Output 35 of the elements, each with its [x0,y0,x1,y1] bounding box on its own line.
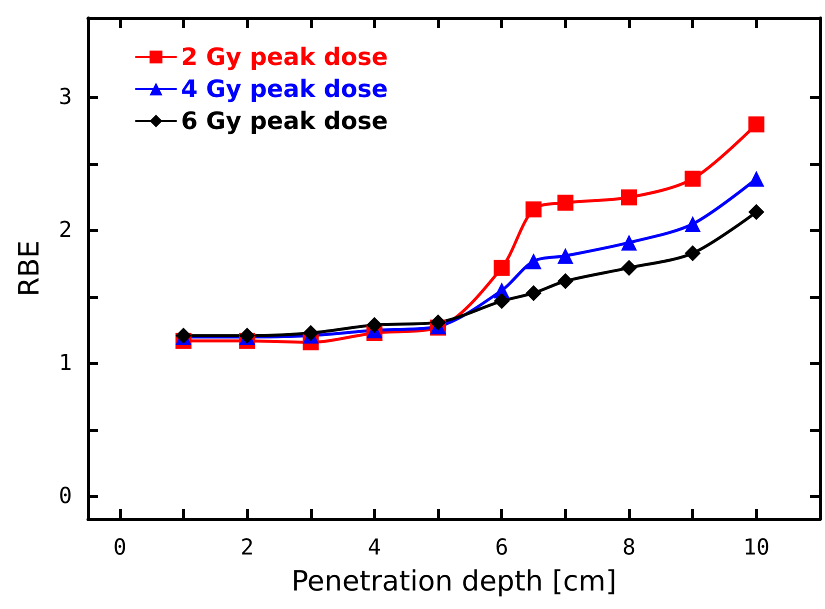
point [684,216,701,232]
point [557,194,574,211]
point [557,273,574,290]
legend-label: 2 Gy peak dose [181,43,388,71]
point [621,189,638,206]
point [621,260,638,276]
point [748,116,764,132]
point [526,285,542,302]
point [494,293,510,310]
y-tick-label: 1 [58,351,72,376]
x-tick-label: 10 [743,536,770,560]
y-tick-label: 0 [58,484,72,509]
x-tick-label: 2 [240,536,254,560]
point [557,248,574,264]
legend-label: 4 Gy peak dose [181,75,388,103]
point [494,260,510,276]
point [526,201,542,218]
y-axis-title: RBE [12,240,46,297]
point [302,324,319,341]
x-tick-label: 4 [368,536,382,560]
x-axis-title: Penetration depth [cm] [291,564,617,598]
y-tick-label: 2 [58,218,72,244]
point [526,253,542,270]
point [684,170,701,187]
x-tick-label: 6 [495,536,508,560]
point [366,316,382,333]
x-tick-label: 0 [113,536,126,560]
y-tick-label: 3 [58,85,72,110]
point [684,245,701,262]
point [621,234,638,251]
x-tick-label: 8 [622,536,636,560]
point [748,204,764,220]
legend-label: 6 Gy peak dose [181,107,388,135]
point [430,314,446,330]
point [748,170,764,187]
